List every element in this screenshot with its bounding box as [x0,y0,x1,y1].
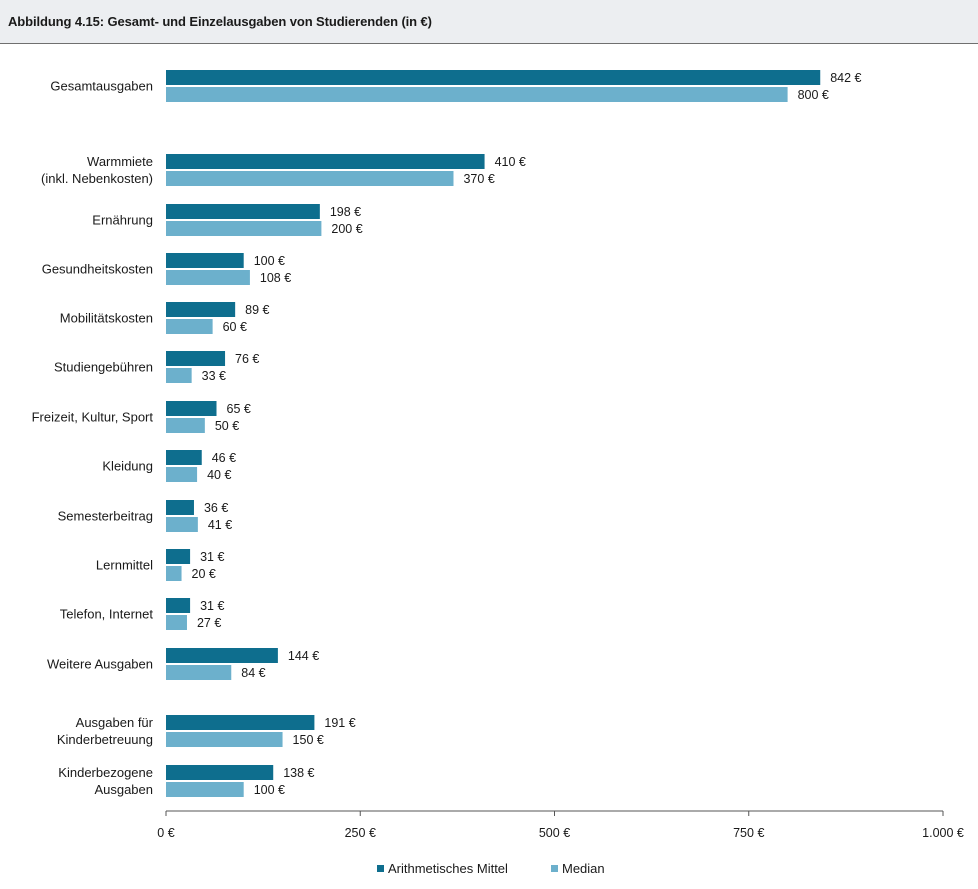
bar-mean-kleidung [166,450,202,465]
category-label-semesterbeitrag: Semesterbeitrag [58,509,153,524]
category-label-gesundheitskosten: Gesundheitskosten [42,262,153,277]
value-label-mean-ernahrung: 198 € [330,205,361,219]
value-label-median-gesundheitskosten: 108 € [260,271,291,285]
value-label-mean-semesterbeitrag: 36 € [204,501,228,515]
bar-median-ausgaben-fur-kinderbetreuung [166,732,283,747]
bar-mean-gesamtausgaben [166,70,821,85]
legend-label-mean: Arithmetisches Mittel [388,861,508,876]
bar-mean-warmmiete-inkl-nebenkosten [166,154,485,169]
category-label-studiengebuhren: Studiengebühren [54,360,153,375]
value-label-mean-freizeit-kultur-sport: 65 € [227,402,251,416]
value-label-mean-lernmittel: 31 € [200,550,224,564]
legend-swatch-mean [377,865,384,872]
value-label-mean-telefon-internet: 31 € [200,599,224,613]
value-label-mean-kleidung: 46 € [212,451,236,465]
chart-title: Abbildung 4.15: Gesamt- und Einzelausgab… [8,14,432,29]
x-tick-label-0: 0 € [157,826,174,840]
x-tick-label-500: 500 € [539,826,570,840]
value-label-mean-gesundheitskosten: 100 € [254,254,285,268]
bar-mean-studiengebuhren [166,351,226,366]
category-label-ernahrung: Ernährung [92,213,153,228]
bar-mean-telefon-internet [166,598,191,613]
category-label-warmmiete-inkl-nebenkosten: Warmmiete (inkl. Nebenkosten) [41,154,153,186]
bar-median-gesamtausgaben [166,87,788,102]
title-bar: Abbildung 4.15: Gesamt- und Einzelausgab… [0,0,978,44]
value-label-median-freizeit-kultur-sport: 50 € [215,419,239,433]
bar-mean-kinderbezogene-ausgaben [166,765,274,780]
bar-median-mobilitatskosten [166,319,213,334]
bar-mean-weitere-ausgaben [166,648,278,663]
bar-median-kleidung [166,467,198,482]
bar-mean-ausgaben-fur-kinderbetreuung [166,715,315,730]
value-label-median-kleidung: 40 € [207,468,231,482]
value-label-median-mobilitatskosten: 60 € [223,320,247,334]
legend-label-median: Median [562,861,605,876]
value-label-median-kinderbezogene-ausgaben: 100 € [254,783,285,797]
bar-median-kinderbezogene-ausgaben [166,782,244,797]
bar-median-telefon-internet [166,615,187,630]
bar-median-semesterbeitrag [166,517,198,532]
value-label-median-ernahrung: 200 € [331,222,362,236]
bar-median-gesundheitskosten [166,270,250,285]
x-tick-label-750: 750 € [733,826,764,840]
bar-median-weitere-ausgaben [166,665,232,680]
category-label-gesamtausgaben: Gesamtausgaben [50,79,153,94]
bar-median-lernmittel [166,566,182,581]
bar-mean-ernahrung [166,204,320,219]
x-tick-label-1000: 1.000 € [922,826,964,840]
bar-mean-lernmittel [166,549,191,564]
value-label-mean-mobilitatskosten: 89 € [245,303,269,317]
x-tick-label-250: 250 € [345,826,376,840]
value-label-median-warmmiete-inkl-nebenkosten: 370 € [463,172,494,186]
value-label-median-telefon-internet: 27 € [197,616,221,630]
value-label-mean-studiengebuhren: 76 € [235,352,259,366]
category-label-ausgaben-fur-kinderbetreuung: Ausgaben für Kinderbetreuung [57,715,154,747]
bar-mean-mobilitatskosten [166,302,236,317]
bar-median-warmmiete-inkl-nebenkosten [166,171,454,186]
category-label-weitere-ausgaben: Weitere Ausgaben [47,657,153,672]
value-label-mean-ausgaben-fur-kinderbetreuung: 191 € [324,716,355,730]
value-label-mean-gesamtausgaben: 842 € [830,71,861,85]
value-label-median-semesterbeitrag: 41 € [208,518,232,532]
value-label-median-gesamtausgaben: 800 € [798,88,829,102]
bar-median-ernahrung [166,221,322,236]
category-label-kinderbezogene-ausgaben: Kinderbezogene Ausgaben [58,765,153,797]
category-label-lernmittel: Lernmittel [96,558,153,573]
bar-mean-freizeit-kultur-sport [166,401,217,416]
category-label-mobilitatskosten: Mobilitätskosten [60,311,153,326]
legend-swatch-median [551,865,558,872]
category-label-kleidung: Kleidung [102,459,153,474]
value-label-median-ausgaben-fur-kinderbetreuung: 150 € [293,733,324,747]
value-label-median-studiengebuhren: 33 € [202,369,226,383]
category-label-telefon-internet: Telefon, Internet [60,607,154,622]
bar-mean-gesundheitskosten [166,253,244,268]
bar-mean-semesterbeitrag [166,500,194,515]
value-label-mean-warmmiete-inkl-nebenkosten: 410 € [495,155,526,169]
bar-chart: 842 €800 € Gesamtausgaben 410 €370 € Warmmi… [32,70,964,876]
value-label-mean-weitere-ausgaben: 144 € [288,649,319,663]
bar-median-studiengebuhren [166,368,192,383]
category-label-freizeit-kultur-sport: Freizeit, Kultur, Sport [32,410,154,425]
value-label-mean-kinderbezogene-ausgaben: 138 € [283,766,314,780]
value-label-median-weitere-ausgaben: 84 € [241,666,265,680]
value-label-median-lernmittel: 20 € [192,567,216,581]
bar-median-freizeit-kultur-sport [166,418,205,433]
